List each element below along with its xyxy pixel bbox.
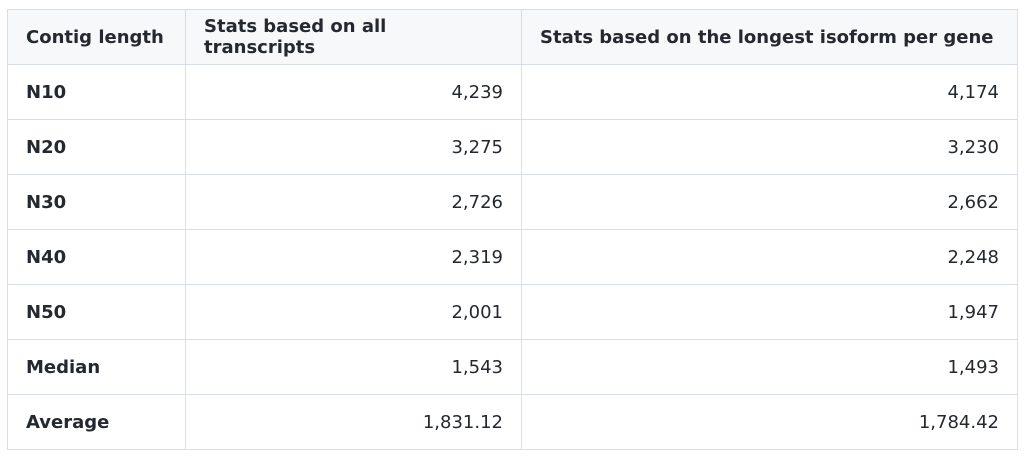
row-header: N50 <box>7 284 186 340</box>
row-header: N10 <box>7 64 186 120</box>
cell: 3,230 <box>521 119 1018 175</box>
cell: 2,248 <box>521 229 1018 285</box>
cell: 4,174 <box>521 64 1018 120</box>
cell: 3,275 <box>185 119 522 175</box>
cell: 1,784.42 <box>521 394 1018 450</box>
row-header: N40 <box>7 229 186 285</box>
header-row: Contig length Stats based on all transcri… <box>7 9 1018 65</box>
cell: 1,493 <box>521 339 1018 395</box>
table-row: N40 2,319 2,248 <box>7 229 1018 285</box>
cell: 1,543 <box>185 339 522 395</box>
table-row: N20 3,275 3,230 <box>7 119 1018 175</box>
table-row: Median 1,543 1,493 <box>7 339 1018 395</box>
row-header: N20 <box>7 119 186 175</box>
table-row: N10 4,239 4,174 <box>7 64 1018 120</box>
cell: 1,947 <box>521 284 1018 340</box>
row-header: N30 <box>7 174 186 230</box>
table-row: N50 2,001 1,947 <box>7 284 1018 340</box>
table-body: N10 4,239 4,174 N20 3,275 3,230 N30 2,726 2,662 N… <box>7 64 1018 450</box>
cell: 4,239 <box>185 64 522 120</box>
row-header: Median <box>7 339 186 395</box>
stats-table: Contig length Stats based on all transcri… <box>7 9 1018 450</box>
table-row: Average 1,831.12 1,784.42 <box>7 394 1018 450</box>
cell: 1,831.12 <box>185 394 522 450</box>
cell: 2,001 <box>185 284 522 340</box>
cell: 2,319 <box>185 229 522 285</box>
header-cell: Contig length <box>7 9 186 65</box>
table-row: N30 2,726 2,662 <box>7 174 1018 230</box>
header-cell: Stats based on all transcripts <box>185 9 522 65</box>
cell: 2,726 <box>185 174 522 230</box>
header-cell: Stats based on the longest isoform per g… <box>521 9 1018 65</box>
row-header: Average <box>7 394 186 450</box>
cell: 2,662 <box>521 174 1018 230</box>
